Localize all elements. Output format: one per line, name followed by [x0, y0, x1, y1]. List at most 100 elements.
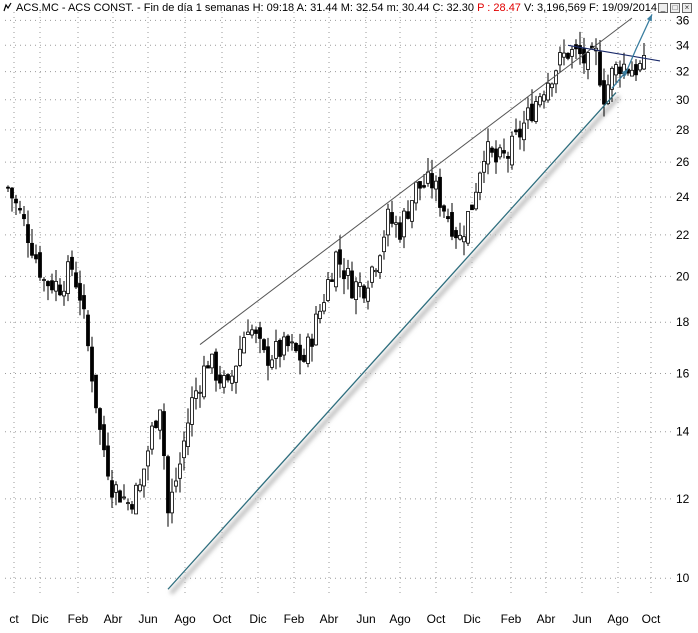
- x-tick-label: ct: [9, 612, 19, 626]
- price-candle: [330, 279, 334, 282]
- price-candle: [238, 348, 242, 366]
- price-candle: [202, 365, 206, 398]
- price-candle: [506, 156, 510, 159]
- price-candle: [138, 484, 142, 492]
- price-candle: [254, 329, 258, 334]
- price-candle: [78, 283, 82, 301]
- price-candle: [246, 331, 250, 335]
- price-candle: [74, 272, 78, 288]
- price-candle: [582, 48, 586, 64]
- price-candle: [130, 504, 134, 510]
- price-candle: [510, 135, 514, 166]
- minimize-button[interactable]: _: [658, 3, 668, 13]
- price-candle: [550, 83, 554, 89]
- price-candle: [86, 314, 90, 347]
- price-candle: [354, 281, 358, 301]
- price-candle: [106, 445, 110, 477]
- price-candle: [350, 270, 354, 299]
- price-candle: [82, 295, 86, 310]
- price-candle: [566, 52, 570, 59]
- price-candle: [530, 103, 534, 122]
- support-shadow-line: [169, 95, 621, 595]
- price-candle: [178, 463, 182, 479]
- price-candle: [146, 450, 150, 467]
- price-candle: [102, 424, 106, 451]
- price-candle: [162, 411, 166, 457]
- price-candle: [598, 51, 602, 86]
- price-candle: [170, 491, 174, 514]
- x-tick-label: Abr: [104, 612, 123, 626]
- price-candle: [406, 211, 410, 219]
- x-tick-label: Oct: [642, 612, 661, 626]
- price-candle: [578, 45, 582, 55]
- price-candle: [222, 375, 226, 388]
- x-tick-label: Oct: [213, 612, 232, 626]
- price-candle: [522, 122, 526, 141]
- y-tick-label: 10: [676, 571, 690, 585]
- price-candle: [638, 63, 642, 71]
- price-candle: [126, 502, 130, 505]
- price-candle: [546, 82, 550, 101]
- y-tick-label: 20: [676, 269, 690, 283]
- price-candle: [30, 242, 34, 256]
- price-candle: [630, 69, 634, 77]
- x-tick-label: Feb: [501, 612, 522, 626]
- price-candle: [22, 214, 26, 220]
- price-candle: [298, 344, 302, 361]
- x-tick-label: Abr: [537, 612, 556, 626]
- price-candle: [214, 351, 218, 381]
- price-candle: [446, 216, 450, 220]
- price-candle: [234, 365, 238, 383]
- price-candle: [302, 354, 306, 362]
- price-candle: [54, 280, 58, 292]
- price-candle: [318, 310, 322, 320]
- price-candle: [42, 279, 46, 281]
- price-candle: [34, 254, 38, 260]
- price-candle: [186, 422, 190, 447]
- price-candle: [430, 173, 434, 189]
- price-candle: [310, 338, 314, 347]
- high-label: M: 32.54: [340, 2, 384, 14]
- price-candle: [366, 287, 370, 302]
- trendlines: [167, 14, 661, 590]
- price-candle: [378, 255, 382, 274]
- y-tick-label: 18: [676, 315, 690, 329]
- price-candle: [190, 397, 194, 425]
- price-candle: [482, 160, 486, 173]
- y-tick-label: 24: [676, 190, 690, 204]
- price-candle: [166, 456, 170, 514]
- x-tick-label: Jun: [356, 612, 375, 626]
- price-candle: [94, 374, 98, 409]
- price-candle: [182, 440, 186, 459]
- price-candle: [466, 211, 470, 244]
- price-candle: [490, 147, 494, 153]
- price-candle: [514, 129, 518, 133]
- price-candle: [486, 141, 490, 165]
- price-candle: [98, 408, 102, 430]
- price-candle: [258, 327, 262, 339]
- maximize-button[interactable]: □: [670, 3, 680, 13]
- price-candle: [618, 66, 622, 75]
- price-candle: [134, 484, 138, 515]
- price-candle: [6, 186, 10, 189]
- price-candle: [266, 346, 270, 366]
- y-tick-label: 26: [676, 155, 690, 169]
- price-candle: [58, 284, 62, 296]
- y-tick-label: 16: [676, 367, 690, 381]
- price-candle: [294, 343, 298, 352]
- price-candle: [362, 285, 366, 299]
- close-button[interactable]: ×: [682, 3, 692, 13]
- price-candle: [326, 279, 330, 301]
- price-candle: [502, 150, 506, 154]
- price-candle: [14, 198, 18, 204]
- y-tick-label: 12: [676, 492, 690, 506]
- price-candle: [534, 101, 538, 122]
- price-candle: [70, 256, 74, 270]
- price-bars: [6, 31, 646, 527]
- price-candle: [346, 268, 350, 276]
- top-trendline: [567, 44, 661, 62]
- price-candle: [158, 409, 162, 431]
- price-candle: [386, 208, 390, 236]
- price-candle: [154, 420, 158, 429]
